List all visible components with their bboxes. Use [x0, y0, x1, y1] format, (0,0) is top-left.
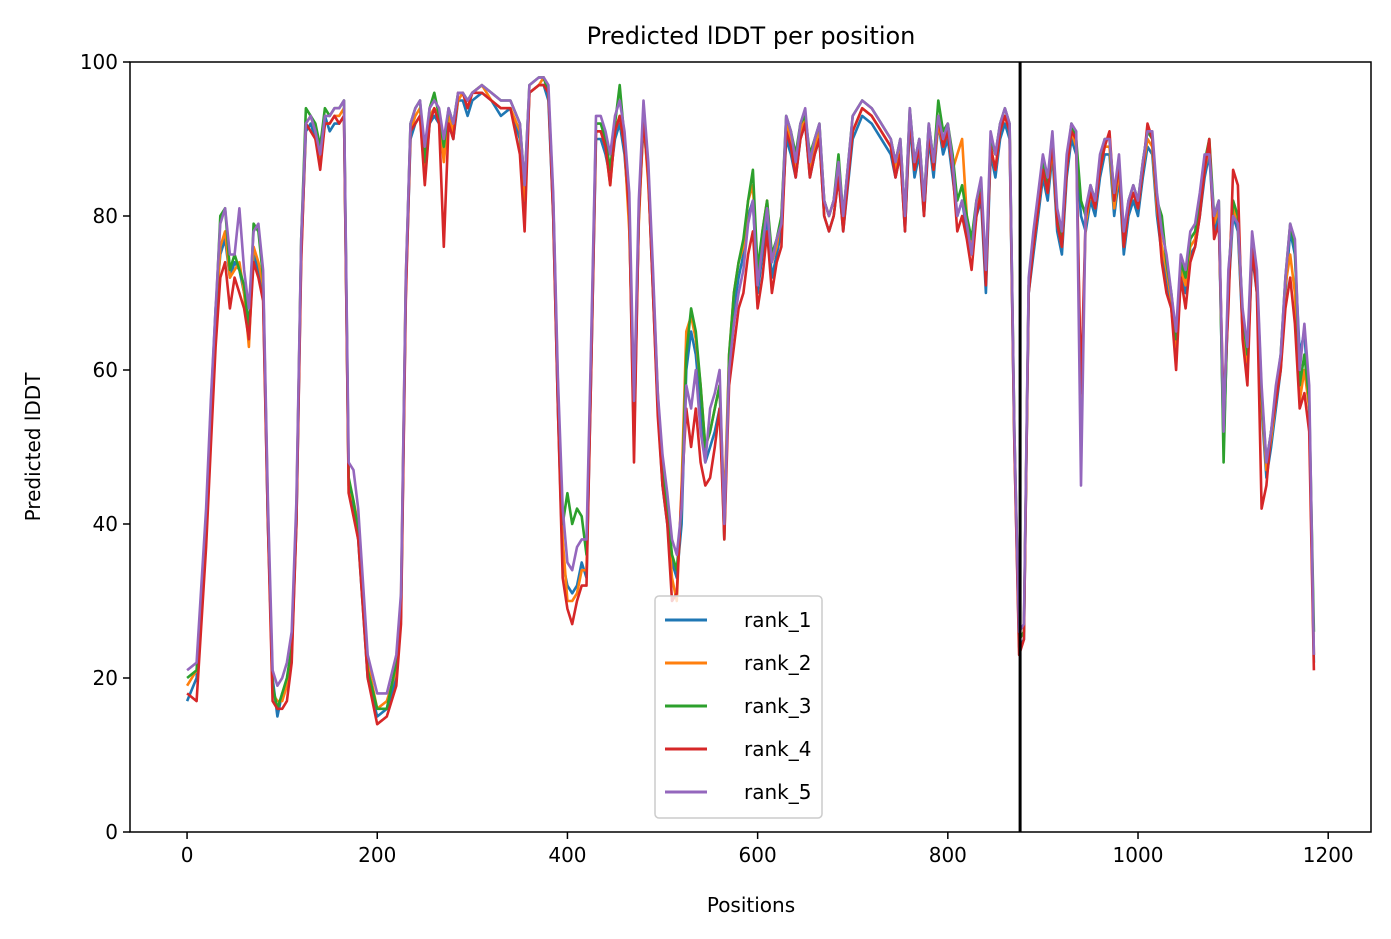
y-tick-label: 0 [105, 820, 118, 844]
x-tick-label: 400 [548, 843, 586, 867]
y-tick-label: 20 [93, 666, 118, 690]
y-axis: 0 20 40 60 80 100 [80, 50, 130, 844]
x-tick-label: 0 [181, 843, 194, 867]
legend-label-rank_2: rank_2 [744, 651, 811, 675]
y-tick-label: 40 [93, 512, 118, 536]
series-line-rank_5 [186, 76, 1316, 695]
y-tick-label: 100 [80, 50, 118, 74]
y-axis-label: Predicted lDDT [21, 372, 45, 522]
plot-frame [129, 61, 1372, 833]
x-tick-label: 1000 [1113, 843, 1164, 867]
legend-label-rank_1: rank_1 [744, 608, 811, 632]
y-tick-label: 60 [93, 358, 118, 382]
legend-label-rank_4: rank_4 [744, 737, 811, 761]
legend-box [654, 595, 823, 819]
x-axis: 0 200 400 600 800 1000 1200 [181, 832, 1354, 867]
x-tick-label: 800 [929, 843, 967, 867]
legend-label-rank_3: rank_3 [744, 694, 811, 718]
x-tick-label: 1200 [1303, 843, 1354, 867]
plot-lines [185, 76, 1316, 726]
x-tick-label: 600 [739, 843, 777, 867]
legend-label-rank_5: rank_5 [744, 780, 811, 804]
legend: rank_1 rank_2 rank_3 rank_4 rank_5 [654, 595, 823, 819]
chart-title: Predicted lDDT per position [587, 22, 916, 50]
y-tick-label: 80 [93, 204, 118, 228]
x-tick-label: 200 [358, 843, 396, 867]
x-axis-label: Positions [707, 893, 795, 917]
